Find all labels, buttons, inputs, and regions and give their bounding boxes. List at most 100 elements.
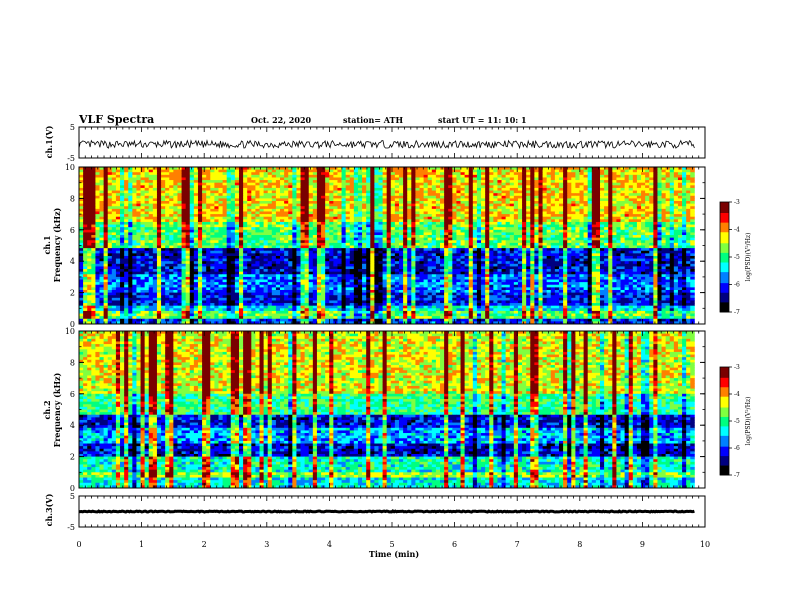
spectrogram-cell	[489, 211, 494, 215]
spectrogram-cell	[509, 221, 515, 225]
spectrogram-cell	[259, 224, 265, 228]
spectrogram-cell	[464, 198, 470, 202]
spectrogram-cell	[575, 172, 580, 176]
spectrogram-cell	[292, 167, 297, 171]
spectrogram-cell	[193, 219, 199, 223]
spectrogram-cell	[673, 206, 679, 210]
spectrogram-cell	[226, 195, 232, 199]
spectrogram-cell	[115, 185, 121, 189]
spectrogram-cell	[501, 214, 507, 218]
spectrogram-cell	[124, 182, 129, 186]
spectrogram-cell	[481, 245, 486, 249]
spectrogram-cell	[374, 206, 379, 210]
spectrogram-cell	[411, 198, 416, 202]
spectrogram-cell	[255, 195, 260, 199]
spectrogram-cell	[128, 232, 133, 236]
spectrogram-cell	[575, 232, 580, 236]
spectrogram-cell	[435, 195, 441, 199]
spectrogram-cell	[325, 182, 330, 186]
spectrogram-cell	[304, 169, 310, 173]
spectrogram-cell	[366, 237, 371, 241]
spectrogram-cell	[284, 245, 289, 249]
spectrogram-cell	[156, 185, 162, 189]
spectrogram-cell	[230, 201, 236, 205]
spectrogram-cell	[534, 208, 539, 212]
spectrogram-cell	[325, 211, 330, 215]
spectrogram-cell	[427, 208, 433, 212]
spectrogram-cell	[390, 195, 396, 199]
spectrogram-cell	[456, 237, 461, 241]
spectrogram-cell	[493, 167, 498, 171]
spectrogram-cell	[407, 195, 412, 199]
spectrogram-cell	[513, 214, 519, 218]
spectrogram-cell	[600, 237, 605, 241]
spectrogram-cell	[222, 177, 228, 181]
spectrogram-cell	[653, 201, 658, 205]
spectrogram-cell	[653, 208, 658, 212]
spectrogram-cell	[608, 172, 613, 176]
spectrogram-cell	[378, 208, 383, 212]
spectrogram-cell	[628, 203, 634, 207]
spectrogram-cell	[595, 174, 601, 178]
spectrogram-cell	[169, 232, 174, 236]
spectrogram-cell	[312, 235, 318, 239]
spectrogram-cell	[99, 187, 105, 191]
spectrogram-cell	[522, 180, 527, 184]
spectrogram-cell	[534, 235, 539, 239]
spectrogram-cell	[669, 216, 675, 220]
spectrogram-cell	[501, 235, 507, 239]
spectrogram-cell	[107, 187, 113, 191]
spectrogram-cell	[563, 235, 568, 239]
spectrogram-cell	[140, 169, 146, 173]
spectrogram-cell	[140, 237, 146, 241]
spectrogram-cell	[95, 193, 100, 197]
spectrogram-cell	[197, 237, 203, 241]
spectrogram-cell	[259, 198, 265, 202]
spectrogram-cell	[669, 227, 675, 231]
spectrogram-cell	[595, 182, 601, 186]
spectrogram-cell	[284, 172, 289, 176]
spectrogram-cell	[403, 221, 408, 225]
spectrogram-cell	[103, 190, 109, 194]
spectrogram-cell	[612, 201, 617, 205]
spectrogram-cell	[111, 167, 117, 171]
spectrogram-cell	[87, 224, 92, 228]
spectrogram-cell	[165, 242, 170, 246]
spectrogram-cell	[357, 248, 363, 252]
spectrogram-cell	[136, 182, 141, 186]
spectrogram-cell	[206, 242, 211, 246]
spectrogram-cell	[189, 216, 195, 220]
spectrogram-cell	[526, 248, 531, 252]
spectrogram-cell	[677, 180, 683, 184]
spectrogram-cell	[312, 208, 318, 212]
spectrogram-cell	[87, 193, 92, 197]
spectrogram-cell	[271, 180, 277, 184]
spectrogram-cell	[464, 201, 470, 205]
spectrogram-cell	[653, 245, 658, 249]
spectrogram-cell	[452, 216, 457, 220]
spectrogram-cell	[620, 195, 626, 199]
spectrogram-cell	[497, 235, 502, 239]
spectrogram-cell	[107, 193, 113, 197]
spectrogram-cell	[280, 214, 285, 218]
spectrogram-cell	[321, 219, 326, 223]
spectrogram-cell	[300, 216, 306, 220]
spectrogram-cell	[489, 201, 494, 205]
spectrogram-cell	[411, 193, 416, 197]
spectrogram-cell	[591, 203, 597, 207]
spectrogram-cell	[255, 201, 260, 205]
spectrogram-cell	[497, 201, 502, 205]
spectrogram-cell	[657, 180, 662, 184]
spectrogram-cell	[341, 180, 347, 184]
spectrogram-cell	[300, 190, 306, 194]
spectrogram-cell	[550, 208, 556, 212]
spectrogram-cell	[337, 235, 342, 239]
spectrogram-cell	[345, 208, 351, 212]
spectrogram-cell	[579, 232, 584, 236]
spectrogram-cell	[111, 237, 117, 241]
spectrogram-cell	[558, 187, 564, 191]
spectrogram-cell	[554, 232, 560, 236]
spectrogram-cell	[636, 185, 642, 189]
spectrogram-cell	[423, 172, 429, 176]
spectrogram-cell	[300, 185, 306, 189]
